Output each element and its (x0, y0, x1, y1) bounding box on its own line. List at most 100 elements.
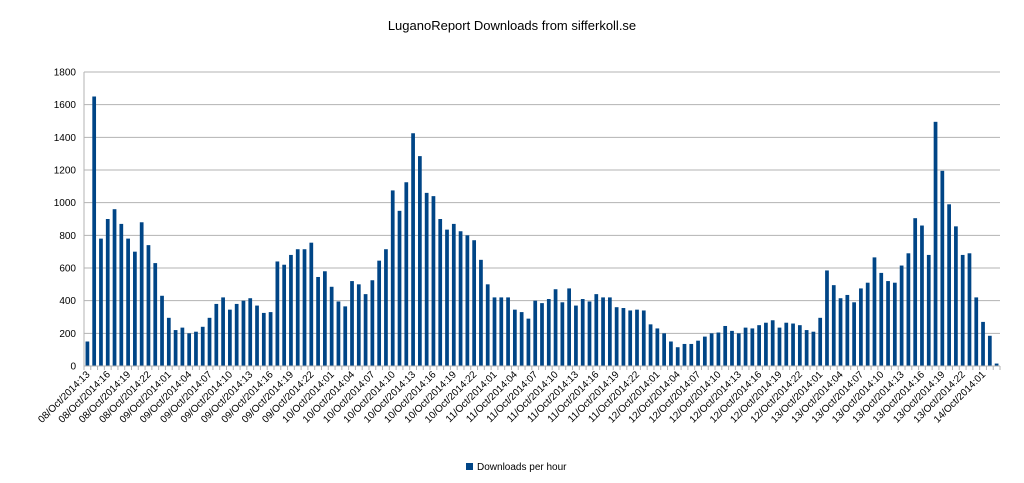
bar (200, 326, 205, 366)
bar (764, 322, 768, 366)
y-tick-label: 600 (59, 264, 76, 275)
bar (512, 309, 517, 366)
bar (696, 340, 700, 366)
bar (750, 328, 755, 366)
bar (933, 121, 938, 366)
chart-title: LuganoReport Downloads from sifferkoll.s… (388, 18, 636, 33)
bar (838, 298, 843, 366)
bar (770, 320, 775, 366)
bar (831, 285, 836, 366)
bar (987, 335, 992, 366)
bar (248, 298, 253, 366)
bar (641, 310, 646, 366)
bar (228, 309, 232, 366)
bar (255, 305, 259, 366)
bar (261, 312, 266, 366)
bar (689, 343, 694, 366)
bar (960, 254, 965, 366)
bar (879, 272, 884, 366)
bar (350, 281, 354, 366)
bar (187, 333, 192, 366)
bar (99, 238, 103, 366)
bar (736, 333, 741, 366)
bar (818, 317, 823, 366)
bar (458, 231, 463, 366)
bar (669, 341, 673, 366)
bar (207, 317, 212, 366)
bar (356, 284, 361, 366)
legend-label: Downloads per hour (477, 462, 567, 473)
bar (485, 284, 490, 366)
bar (275, 261, 280, 366)
bar (716, 332, 721, 366)
bar (777, 327, 782, 366)
y-tick-label: 200 (59, 329, 76, 340)
bar (194, 331, 198, 366)
bar (431, 196, 436, 366)
bar (723, 325, 728, 366)
bar (166, 317, 171, 366)
bar (540, 303, 544, 366)
bar (418, 156, 422, 366)
legend-swatch (466, 463, 473, 470)
bar (906, 253, 911, 366)
bar (234, 303, 239, 366)
y-tick-label: 1200 (54, 166, 77, 177)
bar (940, 170, 945, 366)
bar (363, 294, 368, 366)
bar (465, 235, 470, 366)
bar (506, 297, 510, 366)
bar (85, 341, 90, 366)
bar (519, 312, 524, 366)
bar (743, 327, 748, 366)
bar (309, 242, 314, 366)
bar (295, 249, 300, 366)
bar (635, 309, 639, 366)
bar (784, 322, 789, 366)
bar (451, 223, 456, 366)
bar (370, 280, 375, 366)
bar (865, 282, 870, 366)
bar (105, 219, 110, 366)
bar (424, 192, 429, 366)
bar (289, 254, 293, 366)
bar (533, 300, 538, 366)
bar (892, 282, 897, 366)
bar (173, 330, 178, 366)
bar (791, 323, 795, 366)
bar (757, 325, 761, 366)
y-tick-label: 1600 (54, 100, 77, 111)
bar (587, 301, 592, 366)
bars (85, 96, 999, 366)
bar (336, 301, 341, 366)
bar (546, 299, 551, 366)
bar (967, 253, 972, 366)
bar (859, 288, 863, 366)
y-tick-label: 1000 (54, 198, 77, 209)
bar (160, 295, 164, 366)
bar (492, 297, 497, 366)
bar (390, 190, 395, 366)
bar (675, 347, 680, 366)
bar (811, 331, 816, 366)
bar (329, 286, 334, 366)
bar (825, 270, 829, 366)
bar (214, 303, 219, 366)
bar (472, 240, 477, 366)
bar (886, 281, 890, 366)
bar (567, 288, 571, 366)
bar (268, 312, 273, 366)
bar (662, 333, 666, 366)
bar (574, 305, 578, 366)
bar (981, 321, 985, 366)
bar (146, 245, 151, 366)
bar (845, 294, 850, 366)
bar (804, 330, 809, 366)
bar (377, 260, 382, 366)
y-tick-label: 1800 (54, 68, 77, 79)
y-tick-label: 1400 (54, 133, 77, 144)
bar (974, 297, 979, 366)
bar (730, 330, 734, 366)
bar (954, 226, 958, 366)
